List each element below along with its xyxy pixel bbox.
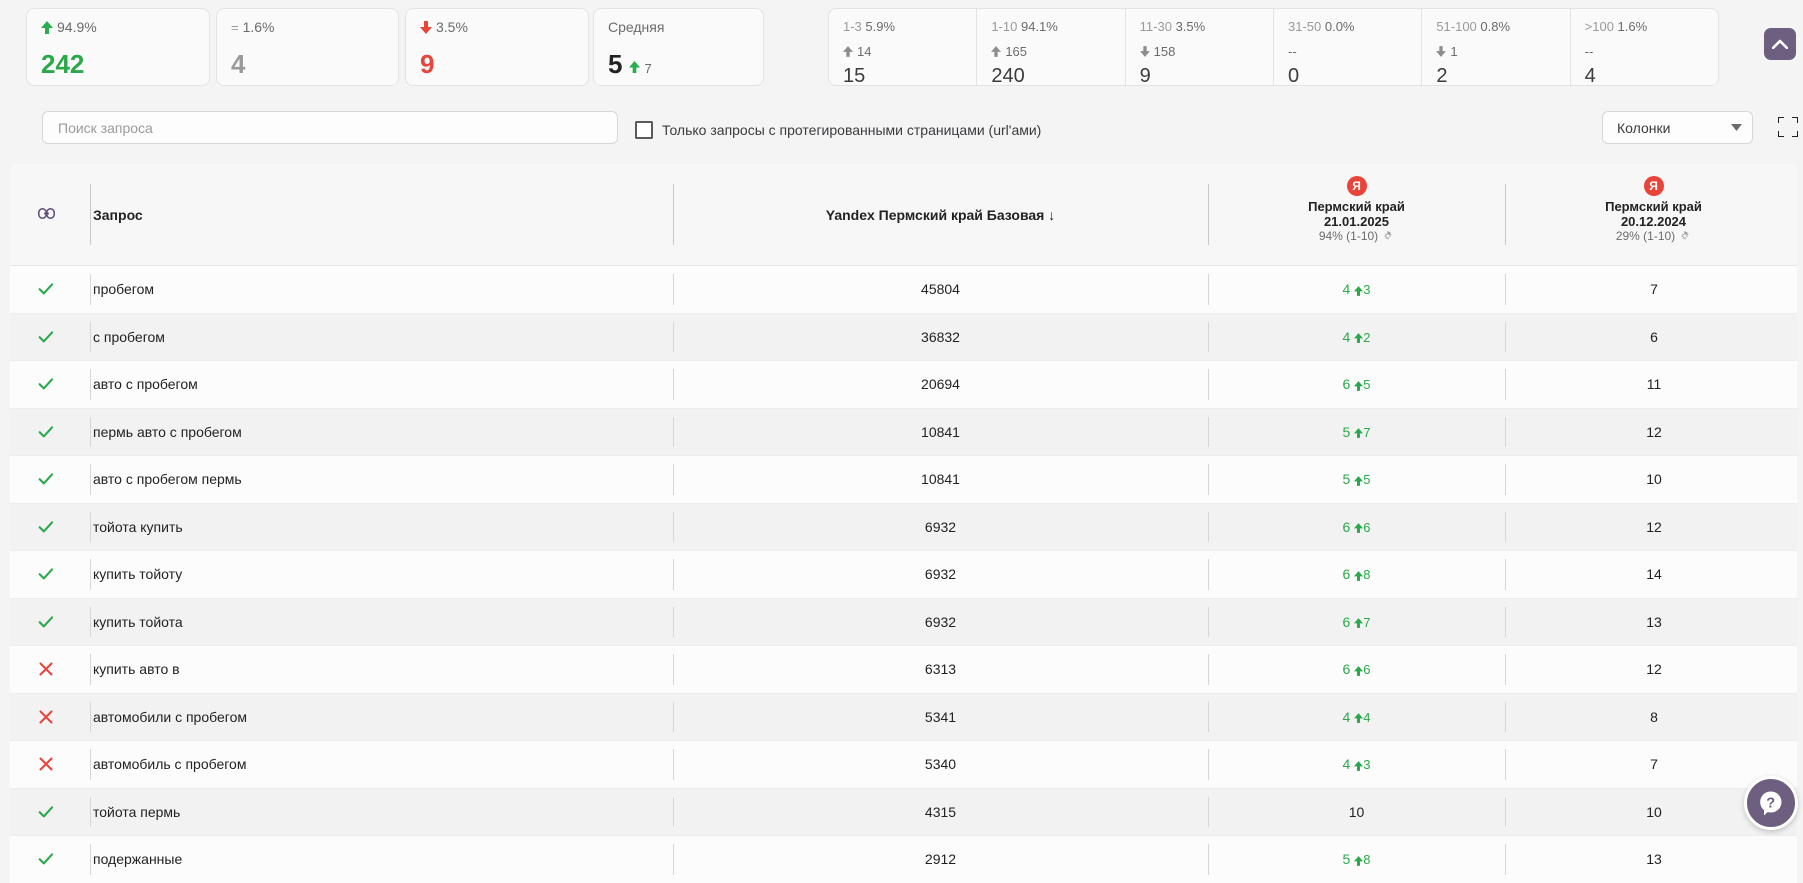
svg-text:?: ? xyxy=(1766,796,1775,812)
